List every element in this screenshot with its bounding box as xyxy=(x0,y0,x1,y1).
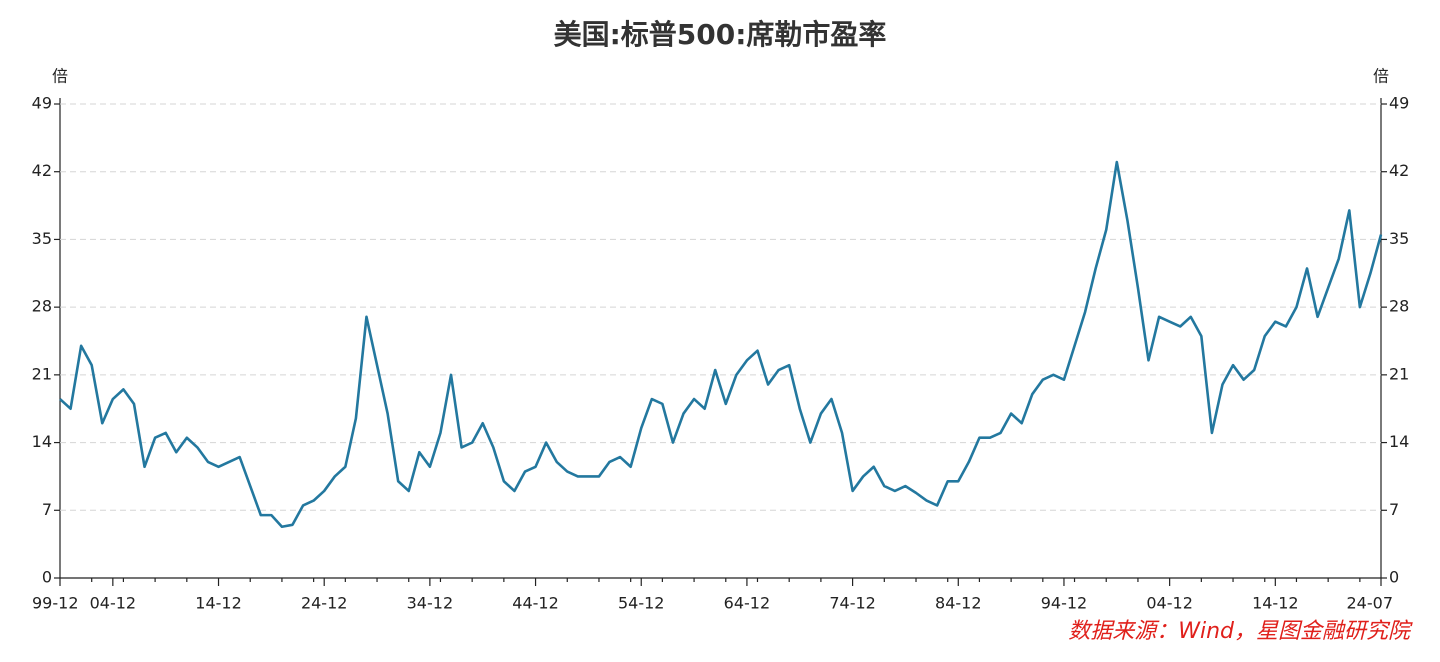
x-tick-label: 14-12 xyxy=(1252,594,1299,613)
y-axis-unit: 倍 xyxy=(52,67,68,86)
y2-tick-label: 7 xyxy=(1389,500,1399,519)
x-tick-label: 24-07 xyxy=(1347,594,1394,613)
x-tick-label: 14-12 xyxy=(195,594,242,613)
y-tick-label: 49 xyxy=(32,94,52,113)
x-tick-label: 74-12 xyxy=(829,594,876,613)
y-tick-label: 42 xyxy=(32,161,52,180)
y2-tick-label: 35 xyxy=(1389,229,1409,248)
data-line xyxy=(59,160,1383,529)
x-tick-label: 99-12 xyxy=(32,594,79,613)
x-tick-label: 34-12 xyxy=(407,594,454,613)
y-tick-label: 35 xyxy=(32,229,52,248)
y2-tick-label: 21 xyxy=(1389,364,1409,383)
y2-tick-label: 49 xyxy=(1389,94,1409,113)
y-tick-label: 21 xyxy=(32,364,52,383)
y2-tick-label: 0 xyxy=(1389,568,1399,587)
x-tick-label: 04-12 xyxy=(1146,594,1193,613)
x-tick-label: 24-12 xyxy=(301,594,348,613)
x-tick-label: 84-12 xyxy=(935,594,982,613)
x-tick-label: 64-12 xyxy=(724,594,771,613)
y-tick-label: 7 xyxy=(42,500,52,519)
y2-tick-label: 28 xyxy=(1389,297,1409,316)
x-tick-label: 54-12 xyxy=(618,594,665,613)
y2-tick-label: 42 xyxy=(1389,161,1409,180)
x-tick-label: 04-12 xyxy=(90,594,137,613)
chart-title: 美国:标普500:席勒市盈率 xyxy=(554,18,887,51)
y2-axis-unit: 倍 xyxy=(1373,67,1389,86)
x-tick-label: 94-12 xyxy=(1041,594,1088,613)
y-tick-label: 28 xyxy=(32,297,52,316)
source-note: 数据来源：Wind，星图金融研究院 xyxy=(1068,619,1413,644)
x-tick-label: 44-12 xyxy=(512,594,559,613)
y-tick-label: 14 xyxy=(32,432,52,451)
y-tick-label: 0 xyxy=(42,568,52,587)
y2-tick-label: 14 xyxy=(1389,432,1409,451)
